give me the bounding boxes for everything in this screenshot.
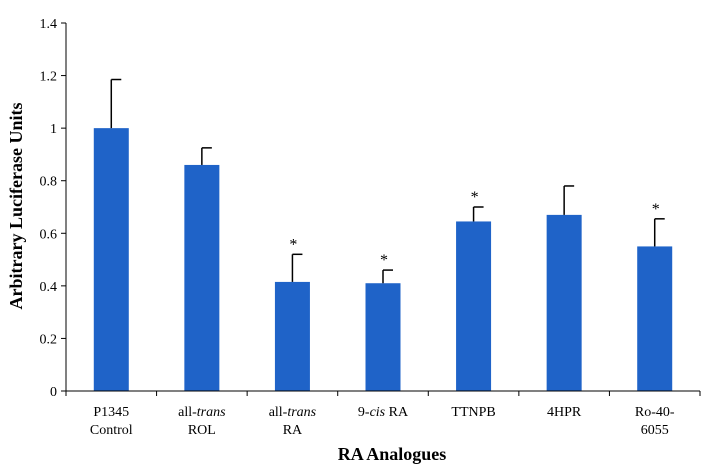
significance-group: * * * * (289, 189, 659, 269)
bar (456, 221, 492, 391)
error-bars-group (110, 78, 665, 284)
y-tick-label: 1.4 (40, 17, 58, 32)
x-tick-label: Ro-40-6055 (635, 405, 675, 438)
x-axis-label: RA Analogues (338, 444, 447, 464)
bar (365, 283, 401, 391)
bar (546, 214, 582, 391)
bar (274, 281, 310, 391)
bar (184, 164, 220, 391)
y-ticks-group: 0 0.2 0.4 0.6 0.8 1 1.2 1.4 (40, 17, 66, 400)
y-tick-label: 0.8 (40, 175, 58, 190)
x-tick-label: all-trans RA (269, 405, 317, 438)
axes-group (65, 23, 700, 392)
y-tick-label: 0.4 (40, 280, 58, 295)
x-tick-label: 9-cis RA (358, 405, 409, 420)
x-tick-label: TTNPB (451, 405, 495, 420)
x-tick-label: 4HPR (547, 405, 582, 420)
y-tick-label: 0 (50, 385, 57, 400)
y-tick-label: 0.6 (40, 227, 58, 242)
bars-group (93, 128, 673, 391)
y-tick-label: 0.2 (40, 332, 58, 347)
y-tick-label: 1.2 (40, 70, 58, 85)
x-ticks-group: P1345 Control all-trans ROL all-trans RA 9-cis… (65, 391, 701, 438)
significance-marker: * (471, 189, 479, 206)
bar (93, 128, 129, 391)
significance-marker: * (652, 201, 660, 218)
significance-marker: * (289, 236, 297, 253)
significance-marker: * (380, 252, 388, 269)
bar (637, 246, 673, 391)
y-tick-label: 1 (50, 122, 57, 137)
x-tick-label: P1345 Control (90, 405, 133, 438)
y-axis-label: Arbitrary Luciferase Units (6, 103, 26, 310)
x-tick-label: all-trans ROL (178, 405, 226, 438)
